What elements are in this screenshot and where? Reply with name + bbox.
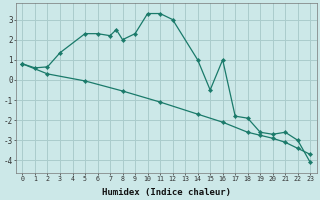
X-axis label: Humidex (Indice chaleur): Humidex (Indice chaleur) [102, 188, 231, 197]
